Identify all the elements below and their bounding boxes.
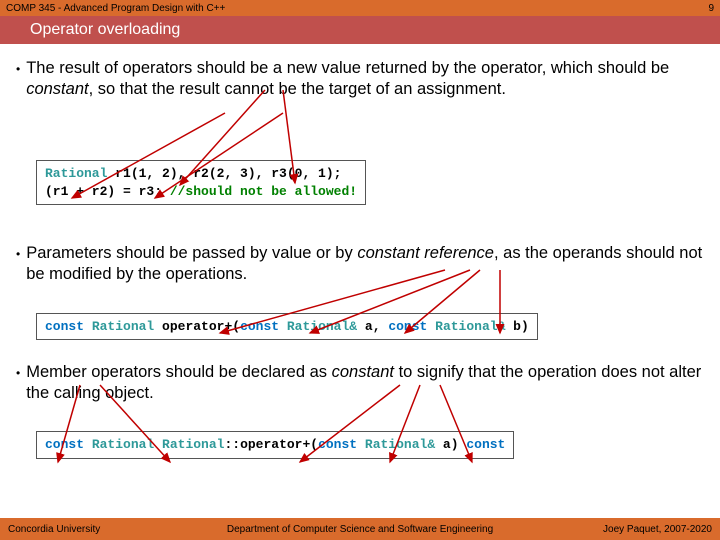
code-expr: (r1 + r2) = r3; xyxy=(45,184,170,199)
kw-type: Rational xyxy=(84,319,154,334)
kw-type: Rational xyxy=(154,437,224,452)
bullet-text: The result of operators should be a new … xyxy=(26,58,704,99)
code-b: b) xyxy=(505,319,528,334)
top-bar: COMP 345 - Advanced Program Design with … xyxy=(0,0,720,16)
footer-mid: Department of Computer Science and Softw… xyxy=(227,524,493,535)
kw-amp: & xyxy=(427,437,435,452)
code-a: a, xyxy=(357,319,388,334)
kw-type: Rational xyxy=(427,319,497,334)
kw-amp: & xyxy=(349,319,357,334)
code-a: a) xyxy=(435,437,466,452)
kw-const: const xyxy=(388,319,427,334)
bullet-1: • The result of operators should be a ne… xyxy=(16,58,704,99)
code-block-1: Rational r1(1, 2), r2(2, 3), r3(0, 1); (… xyxy=(36,160,366,205)
code-line-1: Rational r1(1, 2), r2(2, 3), r3(0, 1); xyxy=(45,165,357,183)
code-block-3: const Rational Rational::operator+(const… xyxy=(36,431,514,459)
bullet-2: • Parameters should be passed by value o… xyxy=(16,243,704,284)
kw-const: const xyxy=(240,319,279,334)
code-colon: :: xyxy=(224,437,240,452)
code-block-2: const Rational operator+(const Rational&… xyxy=(36,313,538,341)
code-comment: //should not be allowed! xyxy=(170,184,357,199)
bullet-text: Member operators should be declared as c… xyxy=(26,362,704,403)
bullet-3: • Member operators should be declared as… xyxy=(16,362,704,403)
kw-type: Rational xyxy=(279,319,349,334)
footer: Concordia University Department of Compu… xyxy=(0,518,720,540)
code-op: operator+( xyxy=(240,437,318,452)
slide-title: Operator overloading xyxy=(30,21,180,39)
code-op: operator+( xyxy=(154,319,240,334)
footer-right: Joey Paquet, 2007-2020 xyxy=(603,524,712,535)
bullet-text: Parameters should be passed by value or … xyxy=(26,243,704,284)
kw-type: Rational xyxy=(357,437,427,452)
kw-type: Rational xyxy=(84,437,154,452)
footer-left: Concordia University xyxy=(8,524,100,535)
code-type: Rational xyxy=(45,166,107,181)
kw-const: const xyxy=(318,437,357,452)
bullet-dot: • xyxy=(16,62,20,99)
code-line-2: (r1 + r2) = r3; //should not be allowed! xyxy=(45,183,357,201)
kw-const: const xyxy=(45,437,84,452)
bullet-dot: • xyxy=(16,366,20,403)
course-label: COMP 345 - Advanced Program Design with … xyxy=(6,3,225,14)
kw-const: const xyxy=(466,437,505,452)
kw-const: const xyxy=(45,319,84,334)
slide-number: 9 xyxy=(708,3,714,14)
bullet-dot: • xyxy=(16,247,20,284)
code-rest: r1(1, 2), r2(2, 3), r3(0, 1); xyxy=(107,166,341,181)
title-bar: Operator overloading xyxy=(0,16,720,44)
slide-content: • The result of operators should be a ne… xyxy=(0,44,720,469)
